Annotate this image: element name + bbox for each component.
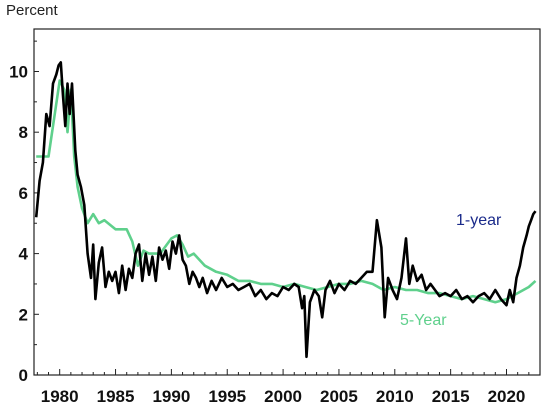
series-label-5-year: 5-Year bbox=[400, 312, 447, 329]
x-tick-label: 1980 bbox=[41, 387, 79, 406]
y-axis-ticks: 0 2 4 6 8 10 bbox=[9, 40, 39, 385]
y-tick-label: 6 bbox=[19, 184, 28, 203]
plot-frame bbox=[33, 28, 541, 376]
series-line-1-year bbox=[34, 61, 537, 359]
x-tick-label: 2000 bbox=[264, 387, 302, 406]
x-tick-label: 2020 bbox=[488, 387, 526, 406]
y-tick-label: 8 bbox=[19, 123, 28, 142]
y-tick-label: 2 bbox=[19, 305, 28, 324]
series-label-1-year: 1-year bbox=[456, 212, 502, 229]
series-group bbox=[34, 61, 537, 359]
x-tick-label: 2015 bbox=[432, 387, 470, 406]
y-tick-label: 4 bbox=[19, 245, 29, 264]
x-axis-ticks: 1980 1985 1990 1995 2000 2005 2010 2015 2020 bbox=[36, 369, 530, 406]
x-tick-label: 2005 bbox=[320, 387, 358, 406]
y-axis-title: Percent bbox=[6, 2, 58, 19]
x-tick-label: 1990 bbox=[152, 387, 190, 406]
x-tick-label: 2010 bbox=[376, 387, 414, 406]
y-tick-label: 10 bbox=[9, 62, 28, 81]
y-tick-label: 0 bbox=[19, 366, 28, 385]
x-tick-label: 1995 bbox=[208, 387, 246, 406]
x-tick-label: 1985 bbox=[97, 387, 135, 406]
